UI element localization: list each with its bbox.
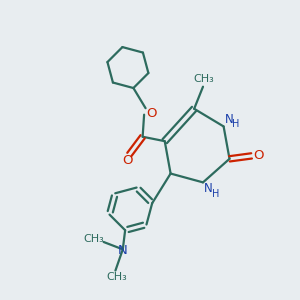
Text: CH₃: CH₃ bbox=[193, 74, 214, 84]
Text: H: H bbox=[232, 119, 240, 129]
Text: N: N bbox=[224, 112, 233, 126]
Text: N: N bbox=[204, 182, 213, 195]
Text: O: O bbox=[146, 107, 157, 120]
Text: N: N bbox=[118, 244, 128, 257]
Text: O: O bbox=[123, 154, 133, 167]
Text: CH₃: CH₃ bbox=[106, 272, 127, 282]
Text: H: H bbox=[212, 189, 219, 199]
Text: CH₃: CH₃ bbox=[83, 234, 104, 244]
Text: O: O bbox=[253, 149, 263, 162]
